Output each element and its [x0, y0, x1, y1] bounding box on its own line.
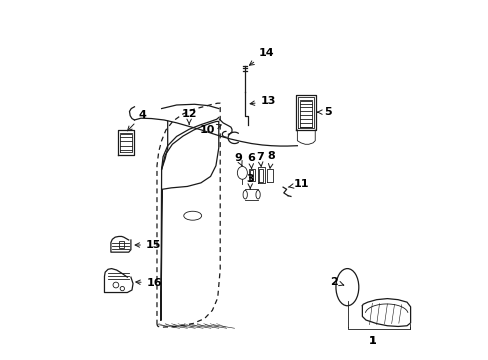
Text: 7: 7	[256, 152, 264, 166]
Text: 13: 13	[249, 96, 275, 107]
Text: 12: 12	[181, 109, 197, 124]
Text: 15: 15	[135, 240, 161, 250]
Text: 10: 10	[200, 124, 221, 135]
Text: 14: 14	[249, 48, 274, 65]
Text: 16: 16	[136, 278, 162, 288]
Text: 8: 8	[267, 152, 275, 168]
Text: 3: 3	[246, 174, 253, 189]
Text: 1: 1	[368, 337, 375, 346]
Text: 1: 1	[368, 337, 375, 346]
Text: 2: 2	[330, 277, 343, 287]
Bar	[119, 242, 123, 248]
Text: 6: 6	[246, 153, 254, 168]
Text: 11: 11	[288, 179, 309, 189]
Text: 5: 5	[317, 107, 331, 117]
Text: 9: 9	[234, 153, 242, 166]
Text: 4: 4	[127, 110, 146, 131]
